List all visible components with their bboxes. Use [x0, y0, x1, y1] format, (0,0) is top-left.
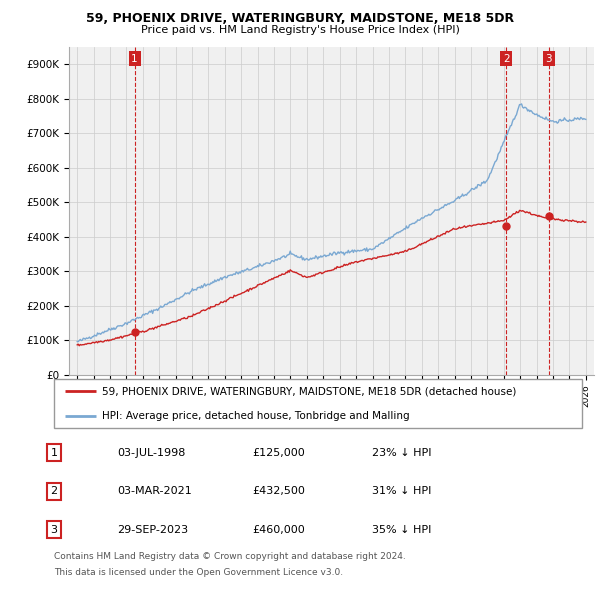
Text: £432,500: £432,500	[252, 486, 305, 496]
Text: 2: 2	[503, 54, 510, 64]
Text: 3: 3	[50, 525, 58, 535]
Text: HPI: Average price, detached house, Tonbridge and Malling: HPI: Average price, detached house, Tonb…	[101, 411, 409, 421]
Text: 31% ↓ HPI: 31% ↓ HPI	[372, 486, 431, 496]
Text: 29-SEP-2023: 29-SEP-2023	[117, 525, 188, 535]
Text: £125,000: £125,000	[252, 448, 305, 458]
Text: Price paid vs. HM Land Registry's House Price Index (HPI): Price paid vs. HM Land Registry's House …	[140, 25, 460, 35]
Text: 3: 3	[545, 54, 552, 64]
Text: 35% ↓ HPI: 35% ↓ HPI	[372, 525, 431, 535]
Text: 1: 1	[50, 448, 58, 458]
Text: This data is licensed under the Open Government Licence v3.0.: This data is licensed under the Open Gov…	[54, 568, 343, 577]
Text: 2: 2	[50, 486, 58, 496]
Text: 03-MAR-2021: 03-MAR-2021	[117, 486, 192, 496]
Text: Contains HM Land Registry data © Crown copyright and database right 2024.: Contains HM Land Registry data © Crown c…	[54, 552, 406, 560]
Text: 23% ↓ HPI: 23% ↓ HPI	[372, 448, 431, 458]
Text: 1: 1	[131, 54, 138, 64]
Text: 59, PHOENIX DRIVE, WATERINGBURY, MAIDSTONE, ME18 5DR: 59, PHOENIX DRIVE, WATERINGBURY, MAIDSTO…	[86, 12, 514, 25]
Text: 59, PHOENIX DRIVE, WATERINGBURY, MAIDSTONE, ME18 5DR (detached house): 59, PHOENIX DRIVE, WATERINGBURY, MAIDSTO…	[101, 386, 516, 396]
Text: £460,000: £460,000	[252, 525, 305, 535]
Text: 03-JUL-1998: 03-JUL-1998	[117, 448, 185, 458]
